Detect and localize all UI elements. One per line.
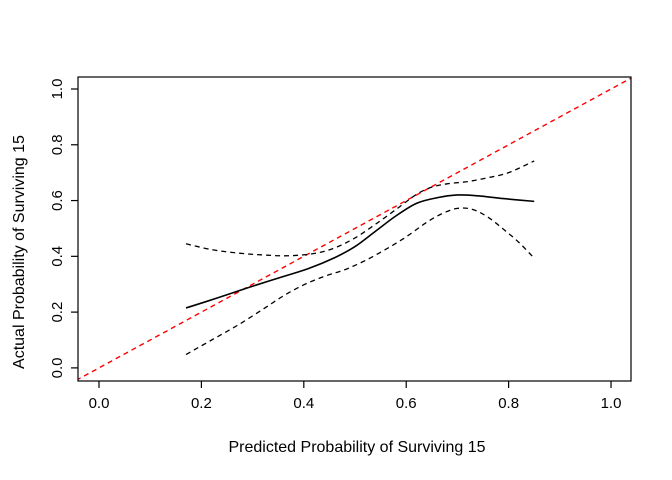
upper-confidence-band	[185, 160, 535, 257]
series-lines	[78, 77, 631, 381]
x-tick-label: 0.6	[396, 395, 417, 412]
y-axis-ticks	[71, 88, 78, 369]
lower-confidence-band	[185, 207, 535, 356]
x-tick-label: 0.0	[89, 395, 110, 412]
y-tick-label: 0.0	[49, 357, 66, 378]
y-tick-label: 0.8	[49, 134, 66, 155]
y-axis-tick-labels: 0.0 0.2 0.4 0.6 0.8 1.0	[49, 79, 66, 379]
y-tick-label: 0.4	[49, 246, 66, 267]
x-tick-label: 0.4	[293, 395, 314, 412]
x-axis-ticks	[98, 381, 612, 388]
x-tick-label: 0.2	[191, 395, 212, 412]
calibration-curve	[185, 194, 535, 309]
plot-frame	[77, 76, 632, 382]
x-axis-title: Predicted Probability of Surviving 15	[228, 439, 485, 456]
x-tick-label: 0.8	[498, 395, 519, 412]
x-axis-tick-labels: 0.0 0.2 0.4 0.6 0.8 1.0	[89, 395, 622, 412]
y-tick-label: 1.0	[49, 79, 66, 100]
y-axis-title: Actual Probability of Surviving 15	[11, 135, 28, 369]
y-tick-label: 0.2	[49, 302, 66, 323]
ideal-line	[78, 77, 631, 381]
y-tick-label: 0.6	[49, 190, 66, 211]
x-tick-label: 1.0	[601, 395, 622, 412]
